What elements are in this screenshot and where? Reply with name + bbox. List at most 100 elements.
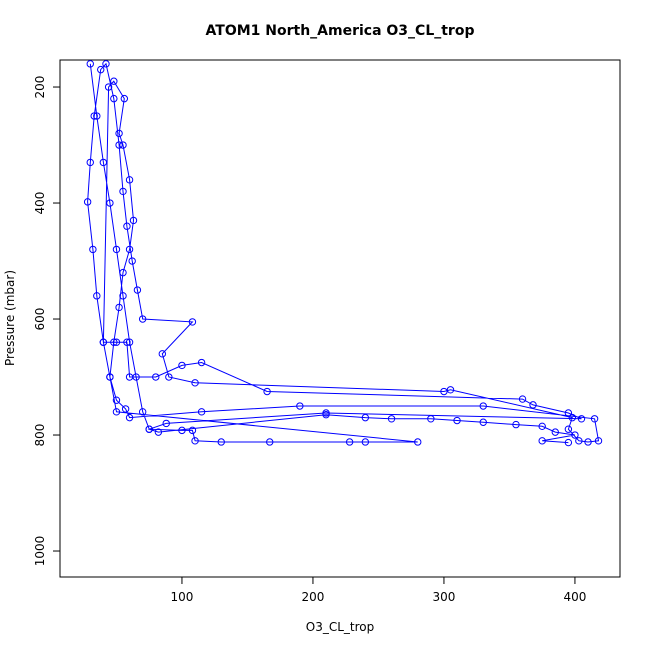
point — [197, 408, 206, 416]
point — [104, 83, 113, 91]
series-line — [87, 62, 600, 444]
point — [453, 416, 461, 425]
point — [89, 245, 97, 254]
point — [99, 158, 108, 167]
point — [518, 395, 527, 403]
y-tick-label: 600 — [33, 308, 47, 331]
point — [568, 413, 577, 422]
point — [479, 418, 487, 426]
point — [115, 129, 123, 138]
point — [106, 199, 114, 207]
point — [594, 437, 603, 445]
point — [123, 338, 131, 346]
point — [538, 422, 546, 431]
point — [90, 112, 98, 120]
x-tick-label: 200 — [301, 590, 324, 604]
point — [133, 286, 142, 294]
point — [102, 60, 110, 68]
point — [479, 402, 487, 410]
point — [266, 438, 274, 446]
point — [564, 425, 573, 433]
y-tick-label: 400 — [33, 192, 47, 215]
point — [110, 338, 118, 346]
point — [440, 387, 448, 396]
point — [322, 411, 330, 419]
point — [125, 338, 134, 346]
point — [217, 438, 225, 446]
point — [138, 408, 147, 416]
point — [361, 438, 370, 446]
x-axis-label: O3_CL_trop — [306, 620, 374, 634]
point — [83, 198, 92, 206]
y-axis-label: Pressure (mbar) — [3, 270, 17, 366]
y-tick-label: 800 — [33, 424, 47, 447]
point — [120, 94, 129, 103]
point — [197, 358, 206, 367]
point — [191, 379, 199, 387]
point — [178, 426, 186, 435]
point — [165, 373, 173, 381]
point — [427, 415, 435, 423]
plot-frame — [59, 59, 621, 578]
point — [86, 158, 94, 167]
point — [178, 361, 186, 370]
point — [93, 292, 101, 300]
point — [119, 268, 127, 277]
point — [529, 401, 537, 409]
point — [112, 396, 121, 404]
point — [115, 141, 123, 149]
point — [125, 176, 134, 184]
point — [538, 437, 546, 445]
point — [112, 408, 121, 416]
chart-title: ATOM1 North_America O3_CL_trop — [206, 23, 475, 39]
point — [145, 425, 153, 433]
point — [119, 187, 127, 196]
point — [128, 257, 136, 265]
point — [86, 60, 94, 68]
point — [129, 216, 138, 225]
x-tick-label: 300 — [432, 590, 455, 604]
x-tick-label: 400 — [563, 590, 586, 604]
point — [119, 292, 127, 300]
point — [112, 338, 121, 346]
point — [584, 438, 592, 446]
point — [387, 415, 396, 423]
point — [152, 373, 160, 381]
point — [125, 245, 134, 254]
point — [154, 428, 163, 436]
point — [564, 409, 573, 417]
point — [590, 415, 599, 423]
point — [575, 437, 583, 445]
point — [577, 415, 586, 423]
point — [115, 303, 123, 312]
point — [138, 315, 147, 323]
point — [571, 431, 579, 439]
point — [121, 405, 130, 413]
point — [414, 438, 422, 446]
point — [551, 428, 559, 436]
point — [123, 222, 131, 230]
point — [97, 65, 105, 74]
y-tick-label: 1000 — [33, 536, 47, 567]
point — [158, 350, 167, 358]
point — [110, 94, 118, 103]
point — [296, 402, 304, 410]
point — [106, 373, 114, 381]
x-tick-label: 100 — [171, 590, 194, 604]
point — [188, 318, 197, 326]
plot-area — [83, 60, 603, 447]
point — [99, 338, 108, 346]
point — [162, 419, 170, 428]
point — [112, 245, 121, 254]
point — [361, 413, 370, 422]
point — [345, 438, 354, 446]
point — [564, 438, 573, 447]
point — [119, 141, 127, 149]
point — [188, 426, 197, 435]
point — [191, 437, 199, 445]
point — [512, 420, 520, 429]
point — [263, 387, 271, 396]
point — [446, 386, 455, 394]
